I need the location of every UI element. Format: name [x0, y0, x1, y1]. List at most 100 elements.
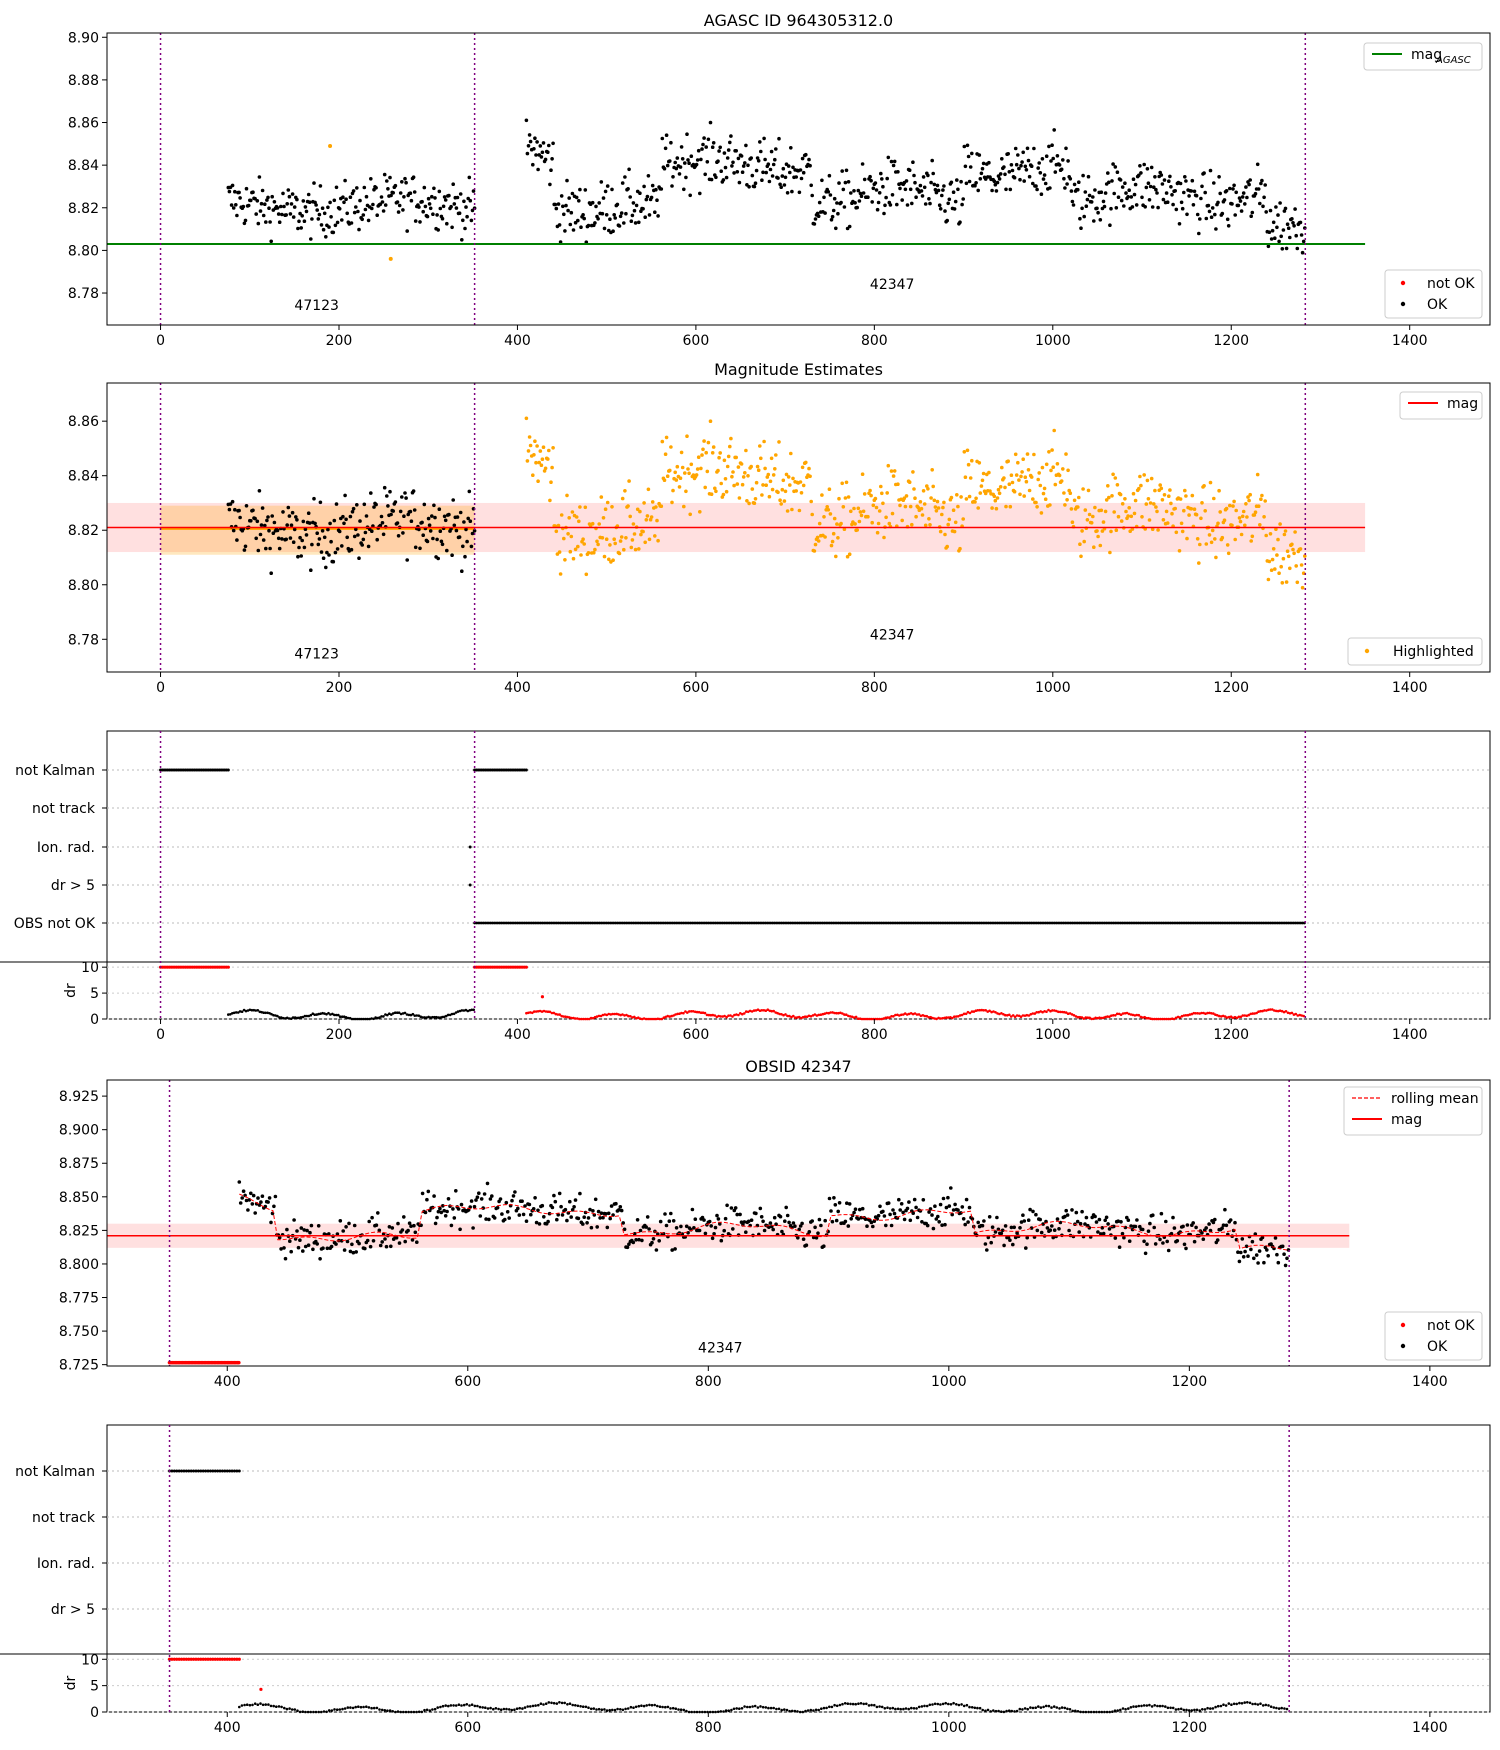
dr-point: [304, 1710, 307, 1714]
data-point: [1232, 499, 1236, 504]
data-point: [1047, 144, 1051, 149]
data-point: [243, 544, 248, 549]
data-point: [832, 1196, 836, 1200]
data-point: [472, 529, 477, 533]
data-point: [364, 194, 369, 199]
dr-point: [731, 1015, 734, 1018]
data-point: [1139, 171, 1143, 175]
data-point: [581, 213, 585, 217]
data-point: [949, 1186, 953, 1190]
data-point: [622, 221, 626, 225]
data-point: [1239, 209, 1244, 213]
data-point: [527, 133, 532, 137]
dr-point: [735, 1013, 738, 1016]
y-tick-label: 8.90: [68, 30, 99, 46]
data-point: [538, 144, 543, 148]
data-point: [324, 565, 328, 570]
data-point: [254, 536, 258, 541]
data-point: [468, 519, 473, 523]
data-point: [994, 506, 999, 511]
data-point: [879, 484, 883, 489]
data-point: [381, 532, 386, 537]
dr-point: [1227, 1702, 1231, 1705]
dr-flag-point: [206, 1657, 210, 1661]
data-point: [609, 1204, 614, 1208]
data-point: [524, 416, 529, 421]
data-point: [548, 182, 552, 187]
data-point: [888, 1212, 892, 1217]
data-point: [458, 192, 463, 196]
data-point: [324, 235, 328, 239]
data-point: [437, 507, 442, 512]
dr-point: [1076, 1015, 1080, 1019]
dr-point: [227, 1013, 230, 1016]
data-point: [647, 213, 652, 217]
data-point: [875, 207, 880, 212]
data-point: [1138, 164, 1142, 168]
data-point: [275, 528, 280, 533]
data-point: [947, 1204, 952, 1208]
data-point: [791, 476, 795, 481]
dr-point: [1231, 1016, 1235, 1020]
data-point: [1108, 550, 1112, 555]
data-point: [317, 212, 322, 217]
data-point: [521, 1212, 526, 1217]
flag-point: [204, 1469, 208, 1473]
data-point: [1184, 179, 1188, 183]
dr-point: [1193, 1708, 1196, 1712]
data-point: [759, 149, 763, 154]
data-point: [1161, 1241, 1165, 1245]
data-point: [1131, 177, 1136, 181]
data-point: [717, 149, 721, 153]
dr-point: [886, 1016, 889, 1019]
data-point: [746, 1219, 751, 1224]
data-point: [1053, 482, 1058, 487]
data-point: [447, 512, 451, 517]
data-point: [1021, 150, 1025, 155]
dr-point: [1094, 1016, 1097, 1020]
data-point: [342, 1248, 347, 1252]
dr-point: [1156, 1704, 1159, 1708]
data-point: [826, 508, 831, 512]
data-point: [813, 217, 818, 221]
dr-point: [262, 1011, 266, 1014]
data-point: [689, 462, 694, 467]
dr-point: [870, 1017, 874, 1021]
data-point: [656, 538, 660, 543]
axes-frame: [106, 32, 1491, 326]
data-point: [1210, 206, 1215, 210]
dr-point: [254, 1009, 258, 1012]
dr-point: [865, 1702, 868, 1706]
dr-point: [319, 1012, 322, 1015]
dr-point: [1269, 1008, 1272, 1011]
data-point: [778, 498, 782, 503]
data-point: [1291, 547, 1295, 552]
data-point: [589, 1225, 594, 1230]
dr-point: [256, 1009, 260, 1012]
dr-point: [307, 1014, 311, 1018]
data-point: [789, 451, 793, 456]
data-point: [1169, 501, 1173, 506]
data-point: [1192, 1239, 1197, 1244]
data-point: [1100, 529, 1105, 533]
dr-point: [1063, 1706, 1067, 1710]
dr-point: [352, 1017, 356, 1021]
data-point: [886, 155, 891, 160]
data-point: [791, 165, 795, 170]
data-point: [409, 198, 414, 203]
dr-point: [1110, 1014, 1113, 1017]
data-point: [1027, 488, 1032, 493]
data-point: [910, 522, 914, 527]
data-point: [1257, 1249, 1262, 1253]
data-point: [1087, 1226, 1092, 1230]
data-point: [1023, 475, 1028, 480]
dr-point: [466, 1009, 470, 1013]
data-point: [405, 558, 410, 562]
flag-point: [177, 1469, 181, 1473]
data-point: [422, 502, 427, 507]
legend-marker: [1364, 648, 1370, 654]
data-point: [1258, 201, 1262, 206]
data-point: [231, 206, 236, 210]
x-tick-label: 1000: [1035, 333, 1071, 349]
data-point: [233, 507, 237, 512]
